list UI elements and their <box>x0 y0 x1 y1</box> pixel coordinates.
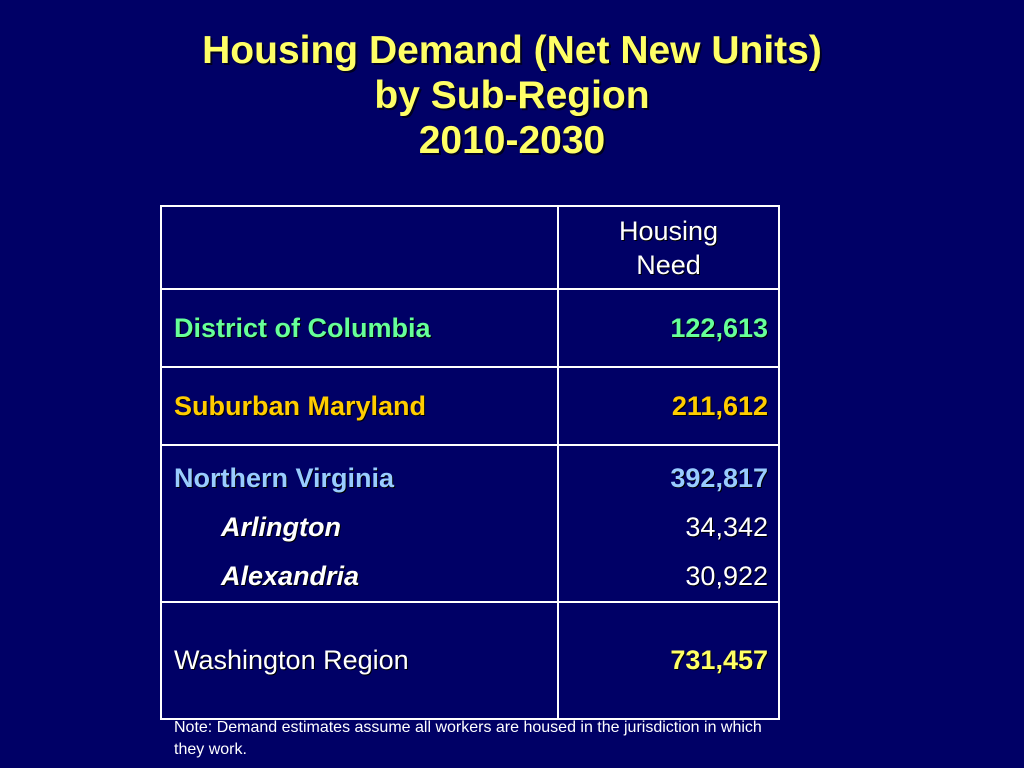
title-line-3: 2010-2030 <box>418 119 606 162</box>
row-value-virginia: 392,817 <box>670 463 768 493</box>
table-row-virginia: Northern Virginia Arlington Alexandria 3… <box>160 444 780 603</box>
row-label-maryland: Suburban Maryland <box>160 366 559 446</box>
row-label-virginia: Northern Virginia <box>174 463 395 493</box>
housing-demand-table: Housing Need District of Columbia 122,61… <box>160 205 780 720</box>
table-row-maryland: Suburban Maryland 211,612 <box>160 366 780 446</box>
row-value-maryland: 211,612 <box>557 366 780 446</box>
row-label-region: Washington Region <box>160 601 559 720</box>
header-line-2: Need <box>636 249 701 280</box>
row-values-virginia: 392,817 34,342 30,922 <box>557 444 780 603</box>
row-value-region: 731,457 <box>557 601 780 720</box>
table-header-row: Housing Need <box>160 205 780 290</box>
table-row-region: Washington Region 731,457 <box>160 601 780 720</box>
footnote: Note: Demand estimates assume all worker… <box>174 719 762 758</box>
row-label-alexandria: Alexandria <box>221 561 360 591</box>
row-label-arlington: Arlington <box>221 512 341 542</box>
row-value-dc: 122,613 <box>557 288 780 368</box>
header-line-1: Housing <box>618 215 719 246</box>
title-line-2: by Sub-Region <box>374 74 650 117</box>
row-value-arlington: 34,342 <box>685 512 768 542</box>
slide-title: Housing Demand (Net New Units) by Sub-Re… <box>0 28 1024 163</box>
title-line-1: Housing Demand (Net New Units) <box>202 29 822 72</box>
row-labels-virginia: Northern Virginia Arlington Alexandria <box>160 444 559 603</box>
table-row-dc: District of Columbia 122,613 <box>160 288 780 368</box>
header-housing-need: Housing Need <box>557 205 780 290</box>
row-value-alexandria: 30,922 <box>685 561 768 591</box>
header-empty-cell <box>160 205 559 290</box>
row-label-dc: District of Columbia <box>160 288 559 368</box>
